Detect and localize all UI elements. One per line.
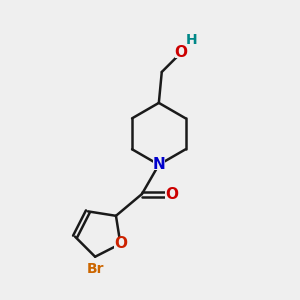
- FancyBboxPatch shape: [186, 35, 196, 46]
- FancyBboxPatch shape: [86, 261, 104, 273]
- Text: N: N: [152, 157, 165, 172]
- Text: H: H: [185, 34, 197, 47]
- Text: O: O: [165, 187, 178, 202]
- FancyBboxPatch shape: [114, 238, 127, 249]
- FancyBboxPatch shape: [165, 188, 178, 200]
- Text: O: O: [174, 45, 188, 60]
- Text: O: O: [114, 236, 127, 251]
- Text: Br: Br: [86, 262, 104, 276]
- FancyBboxPatch shape: [175, 47, 187, 58]
- FancyBboxPatch shape: [153, 159, 165, 170]
